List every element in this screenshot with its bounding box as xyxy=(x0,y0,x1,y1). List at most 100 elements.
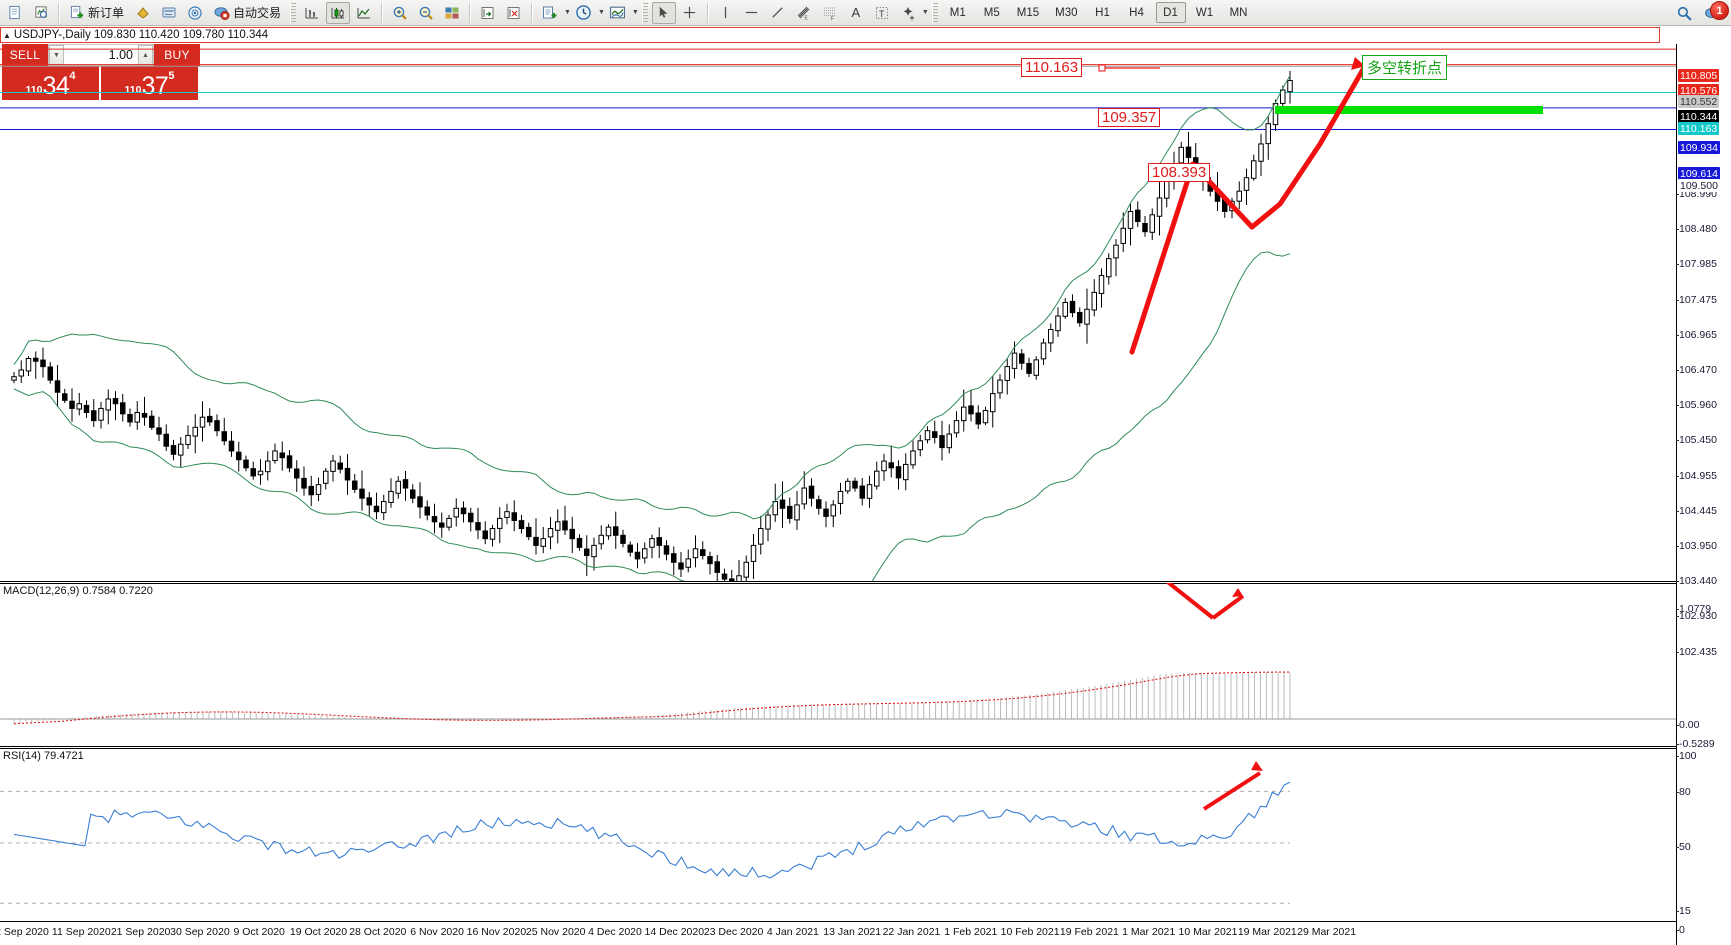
price-scale-tick: 105.450 xyxy=(1676,434,1717,447)
vertical-line-icon[interactable] xyxy=(714,2,738,24)
date-axis-label: 30 Sep 2020 xyxy=(170,926,230,938)
equidistant-channel-icon[interactable]: E xyxy=(792,2,816,24)
cursor-icon[interactable] xyxy=(651,1,676,24)
date-axis-label: 10 Mar 2021 xyxy=(1178,926,1238,938)
date-axis-label: 22 Jan 2021 xyxy=(882,926,941,938)
shapes-icon[interactable] xyxy=(896,2,920,24)
date-axis-label: 4 Jan 2021 xyxy=(766,926,819,938)
price-tag-109500[interactable]: 109.500 xyxy=(1678,179,1720,192)
date-axis-label: 9 Oct 2020 xyxy=(233,926,285,938)
rsi-label: RSI(14) 79.4721 xyxy=(3,750,84,762)
zoom-in-icon[interactable] xyxy=(388,2,412,24)
text-label-icon[interactable]: T xyxy=(870,2,894,24)
price-tag-109614[interactable]: 109.614 xyxy=(1678,167,1720,180)
date-axis-label: 25 Nov 2020 xyxy=(525,926,586,938)
date-axis-label: 11 Sep 2020 xyxy=(51,926,111,938)
crosshair-icon[interactable] xyxy=(678,2,702,24)
indicators-icon[interactable] xyxy=(606,2,630,24)
annotation-109357[interactable]: 109.357 xyxy=(1098,108,1161,127)
date-axis-label: 14 Dec 2020 xyxy=(644,926,705,938)
price-scale-tick: 104.955 xyxy=(1676,469,1717,482)
line-chart-icon[interactable] xyxy=(352,2,376,24)
fibonacci-retracement-icon[interactable]: F xyxy=(818,2,842,24)
pane-divider-1b xyxy=(0,583,1676,584)
price-tag-110552[interactable]: 110.552 xyxy=(1678,95,1720,108)
annotation-110163[interactable]: 110.163 xyxy=(1021,58,1083,77)
price-chart-pane[interactable] xyxy=(0,44,1676,581)
navigator-icon[interactable] xyxy=(183,2,207,24)
toolbar-separator-5 xyxy=(706,2,709,23)
timeframe-button-m5[interactable]: M5 xyxy=(983,6,1000,19)
tile-windows-icon[interactable] xyxy=(440,2,464,24)
trendline-icon[interactable] xyxy=(766,2,790,24)
collapse-triangle-icon[interactable]: ▲ xyxy=(3,30,11,40)
notification-badge: 1 xyxy=(1710,1,1729,20)
date-axis-label: 19 Feb 2021 xyxy=(1059,926,1119,938)
rsi-scale-tick: 50 xyxy=(1676,841,1691,853)
date-axis-label: 19 Oct 2020 xyxy=(289,926,348,938)
new-order-button[interactable]: 新订单 xyxy=(64,2,130,24)
price-tag-110805[interactable]: 110.805 xyxy=(1678,69,1720,82)
notifications-button[interactable]: 1 xyxy=(1703,1,1729,24)
bar-chart-icon[interactable] xyxy=(300,2,324,24)
annotation-108393[interactable]: 108.393 xyxy=(1148,163,1211,182)
price-scale-tick: 107.475 xyxy=(1676,293,1717,306)
timeframe-button-m15[interactable]: M15 xyxy=(1016,6,1040,19)
toolbar-grip-2[interactable] xyxy=(641,2,648,23)
candlestick-chart-icon[interactable] xyxy=(326,1,351,24)
templates-icon[interactable] xyxy=(538,2,562,24)
date-axis-label: 23 Dec 2020 xyxy=(703,926,764,938)
terminal-icon[interactable] xyxy=(157,2,181,24)
templates-dropdown-caret[interactable]: ▼ xyxy=(564,9,571,16)
toolbar-grip[interactable] xyxy=(290,2,297,23)
annotation-turning-point[interactable]: 多空转折点 xyxy=(1362,55,1448,80)
date-axis-label: 13 Jan 2021 xyxy=(823,926,882,938)
period-icon[interactable] xyxy=(572,2,596,24)
rsi-canvas xyxy=(0,761,1291,904)
price-scale-tick: 103.950 xyxy=(1676,540,1717,552)
macd-pane[interactable] xyxy=(0,583,1676,746)
chart-profile-icon[interactable] xyxy=(29,2,53,24)
search-icon[interactable] xyxy=(1672,2,1696,24)
shift-end-icon[interactable] xyxy=(476,2,500,24)
date-axis-label: 1 Mar 2021 xyxy=(1122,926,1176,938)
expert-advisors-icon[interactable] xyxy=(131,2,155,24)
date-axis-label: 6 Nov 2020 xyxy=(410,926,464,938)
timeframe-button-m1[interactable]: M1 xyxy=(949,6,966,19)
new-chart-icon[interactable] xyxy=(3,2,27,24)
price-scale-tick: 106.470 xyxy=(1676,364,1717,376)
autoscroll-icon[interactable] xyxy=(502,2,526,24)
timeframe-button-m30[interactable]: M30 xyxy=(1055,6,1078,19)
svg-text:T: T xyxy=(879,9,885,19)
zoom-out-icon[interactable] xyxy=(414,2,438,24)
shapes-dropdown-caret[interactable]: ▼ xyxy=(921,9,929,16)
volume-up-button[interactable]: ▲ xyxy=(138,45,153,65)
rsi-pane[interactable] xyxy=(0,749,1676,945)
timeframe-button-h1[interactable]: H1 xyxy=(1095,6,1110,19)
price-tag-110344[interactable]: 110.344 xyxy=(1678,110,1720,123)
timeframe-button-d1[interactable]: D1 xyxy=(1155,2,1186,23)
text-icon[interactable]: A xyxy=(851,5,861,20)
timeframe-button-w1[interactable]: W1 xyxy=(1195,6,1214,19)
autotrading-label: 自动交易 xyxy=(233,6,282,20)
price-scale-tick: 103.440 xyxy=(1676,575,1717,588)
period-dropdown-caret[interactable]: ▼ xyxy=(597,9,605,16)
toolbar-grip-3[interactable] xyxy=(931,2,938,23)
price-tag-109934[interactable]: 109.934 xyxy=(1678,141,1720,154)
horizontal-line-icon[interactable] xyxy=(740,2,764,24)
symbol-info-bar[interactable]: ▲ USDJPY-,Daily 109.830 110.420 109.780 … xyxy=(0,27,1660,43)
indicators-dropdown-caret[interactable]: ▼ xyxy=(631,9,639,16)
toolbar-separator xyxy=(58,2,60,23)
price-tag-110576[interactable]: 110.576 xyxy=(1678,84,1720,97)
volume-input[interactable]: 1.00 xyxy=(108,48,133,62)
rsi-scale-tick: 0 xyxy=(1676,924,1685,936)
date-axis-label: 19 Mar 2021 xyxy=(1237,926,1297,938)
price-scale[interactable]: 108.990 108.480 107.985 107.475 106.965 106.4… xyxy=(1675,44,1731,945)
autotrading-button[interactable]: 自动交易 xyxy=(208,2,287,24)
new-order-label: 新订单 xyxy=(88,6,125,20)
price-tag-110163[interactable]: 110.163 xyxy=(1678,122,1720,135)
chart-area[interactable]: MACD(12,26,9) 0.7584 0.7220 RSI(14) 79.4… xyxy=(0,44,1731,945)
timeframe-button-h4[interactable]: H4 xyxy=(1129,6,1144,19)
timeframe-button-mn[interactable]: MN xyxy=(1229,6,1248,19)
price-scale-tick: 104.445 xyxy=(1676,504,1717,517)
